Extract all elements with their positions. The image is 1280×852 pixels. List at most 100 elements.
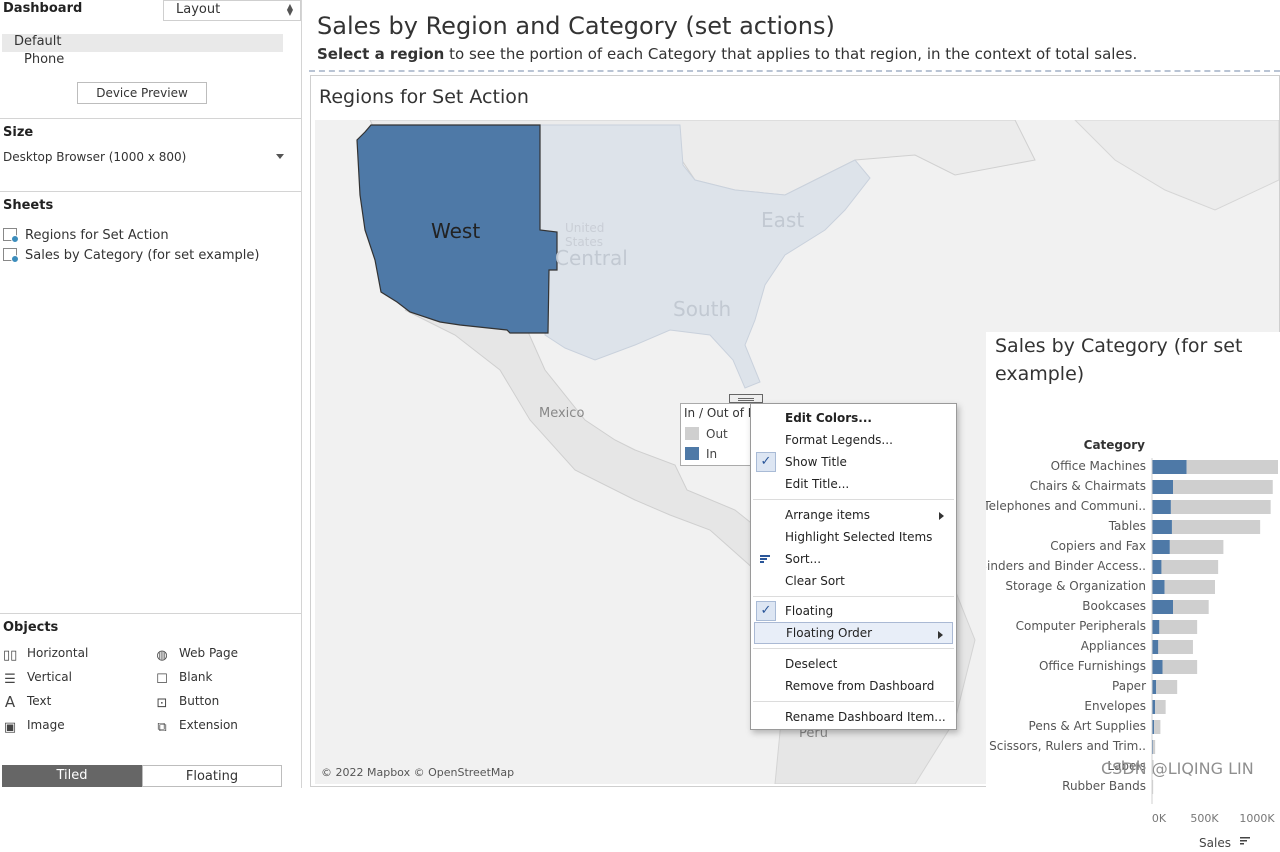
category-label[interactable]: Pens & Art Supplies (1029, 719, 1146, 733)
menu-show-title[interactable]: ✓ Show Title (754, 451, 953, 473)
sort-icon[interactable] (1240, 840, 1247, 842)
bar-in[interactable] (1152, 680, 1157, 694)
chart-title[interactable]: Sales by Category (for set example) (995, 335, 1243, 385)
category-label[interactable]: Storage & Organization (1005, 579, 1146, 593)
bar-out[interactable] (1173, 600, 1209, 614)
menu-edit-colors[interactable]: Edit Colors... (785, 411, 872, 425)
region-in-west[interactable] (356, 124, 558, 334)
sort-icon[interactable] (1240, 837, 1250, 839)
category-label[interactable]: Binders and Binder Access.. (986, 559, 1146, 573)
menu-remove-from-dashboard[interactable]: Remove from Dashboard (785, 679, 935, 693)
bar-in[interactable] (1152, 600, 1173, 614)
legend-move-handle[interactable] (729, 394, 763, 403)
bar-out[interactable] (1164, 580, 1215, 594)
menu-arrange-items[interactable]: Arrange items (754, 504, 953, 526)
bar-out[interactable] (1153, 740, 1156, 754)
tab-dashboard[interactable]: Dashboard (3, 1, 83, 16)
category-label[interactable]: Computer Peripherals (1016, 619, 1146, 633)
bar-in[interactable] (1152, 620, 1160, 634)
menu-deselect[interactable]: Deselect (785, 657, 838, 671)
object-image[interactable]: ▣ Image (3, 718, 65, 734)
objects-section-title: Objects (3, 620, 59, 635)
category-label[interactable]: Bookcases (1082, 599, 1146, 613)
category-header[interactable]: Category (1083, 438, 1145, 452)
category-label[interactable]: Office Furnishings (1039, 659, 1146, 673)
category-label[interactable]: Telephones and Communi.. (986, 499, 1146, 513)
legend-item-out[interactable]: Out (685, 427, 728, 441)
category-label[interactable]: Tables (1108, 519, 1146, 533)
bar-out[interactable] (1162, 660, 1198, 674)
category-label[interactable]: Labels (1107, 759, 1146, 773)
menu-format-legends[interactable]: Format Legends... (785, 433, 893, 447)
sheet-item-regions[interactable]: Regions for Set Action (3, 228, 169, 246)
device-default[interactable]: Default (2, 34, 283, 52)
bar-in[interactable] (1152, 500, 1171, 514)
bar-out[interactable] (1159, 620, 1198, 634)
category-label[interactable]: Chairs & Chairmats (1030, 479, 1146, 493)
object-web-page[interactable]: ◍ Web Page (155, 646, 238, 662)
tiled-toggle[interactable]: Tiled (2, 765, 142, 787)
bar-in[interactable] (1152, 640, 1159, 654)
legend-item-in[interactable]: In (685, 447, 717, 461)
map-attribution[interactable]: © 2022 Mapbox © OpenStreetMap (321, 766, 515, 779)
menu-rename-item[interactable]: Rename Dashboard Item... (785, 710, 946, 724)
menu-edit-title[interactable]: Edit Title... (785, 477, 850, 491)
object-text[interactable]: A Text (3, 694, 51, 710)
category-label[interactable]: Scissors, Rulers and Trim.. (989, 739, 1146, 753)
bar-out[interactable] (1161, 560, 1219, 574)
device-phone[interactable]: Phone (2, 52, 283, 70)
category-label[interactable]: Office Machines (1051, 459, 1146, 473)
object-extension[interactable]: ⧉ Extension (155, 718, 238, 734)
sheet-item-sales-by-category[interactable]: Sales by Category (for set example) (3, 248, 259, 266)
object-button[interactable]: ⊡ Button (155, 694, 220, 710)
bar-in[interactable] (1152, 520, 1172, 534)
object-vertical[interactable]: ☰ Vertical (3, 670, 72, 686)
bar-in[interactable] (1152, 700, 1156, 714)
bar-out[interactable] (1152, 760, 1154, 774)
category-label[interactable]: Copiers and Fax (1050, 539, 1146, 553)
category-label[interactable]: Paper (1112, 679, 1146, 693)
bar-in[interactable] (1152, 460, 1187, 474)
category-label[interactable]: Appliances (1081, 639, 1146, 653)
sort-icon[interactable] (1240, 843, 1244, 845)
floating-toggle[interactable]: Floating (142, 765, 282, 787)
menu-highlight-selected[interactable]: Highlight Selected Items (785, 530, 933, 544)
bar-in[interactable] (1152, 580, 1165, 594)
menu-sort[interactable]: Sort... (754, 548, 953, 570)
object-label: Blank (179, 670, 213, 684)
bar-out[interactable] (1152, 780, 1154, 794)
bar-in[interactable] (1152, 540, 1170, 554)
x-axis-label[interactable]: Sales (1199, 836, 1231, 850)
bar-out[interactable] (1173, 480, 1273, 494)
bar-out[interactable] (1156, 680, 1178, 694)
x-tick-label[interactable]: 1000K (1239, 812, 1275, 825)
object-blank[interactable]: ☐ Blank (155, 670, 212, 686)
size-dropdown[interactable]: Desktop Browser (1000 x 800) (3, 150, 287, 166)
bar-in[interactable] (1152, 740, 1154, 754)
map-title[interactable]: Regions for Set Action (319, 86, 529, 108)
dashboard-subtitle[interactable]: Select a region to see the portion of ea… (317, 45, 1137, 63)
menu-floating[interactable]: ✓ Floating (754, 600, 953, 622)
bar-out[interactable] (1186, 460, 1278, 474)
menu-floating-order[interactable]: Floating Order (754, 622, 953, 644)
bar-in[interactable] (1152, 560, 1162, 574)
bar-out[interactable] (1155, 700, 1166, 714)
object-horizontal[interactable]: ▯▯ Horizontal (3, 646, 88, 662)
bar-in[interactable] (1152, 720, 1155, 734)
dashboard-title[interactable]: Sales by Region and Category (set action… (317, 12, 835, 40)
bar-in[interactable] (1152, 660, 1163, 674)
category-label[interactable]: Envelopes (1084, 699, 1146, 713)
bar-out[interactable] (1170, 500, 1271, 514)
x-tick-label[interactable]: 0K (1152, 812, 1167, 825)
bar-out[interactable] (1169, 540, 1224, 554)
bar-out[interactable] (1158, 640, 1193, 654)
tab-layout[interactable]: Layout ▲ ▼ (163, 0, 301, 21)
bar-in[interactable] (1152, 480, 1173, 494)
category-label[interactable]: Rubber Bands (1062, 779, 1146, 793)
menu-clear-sort[interactable]: Clear Sort (785, 574, 845, 588)
category-bar-chart[interactable]: Office Machines Chairs & Chairmats Telepho… (986, 452, 1280, 852)
x-tick-label[interactable]: 500K (1190, 812, 1219, 825)
bar-out[interactable] (1154, 720, 1161, 734)
device-preview-button[interactable]: Device Preview (77, 82, 207, 104)
bar-out[interactable] (1171, 520, 1261, 534)
